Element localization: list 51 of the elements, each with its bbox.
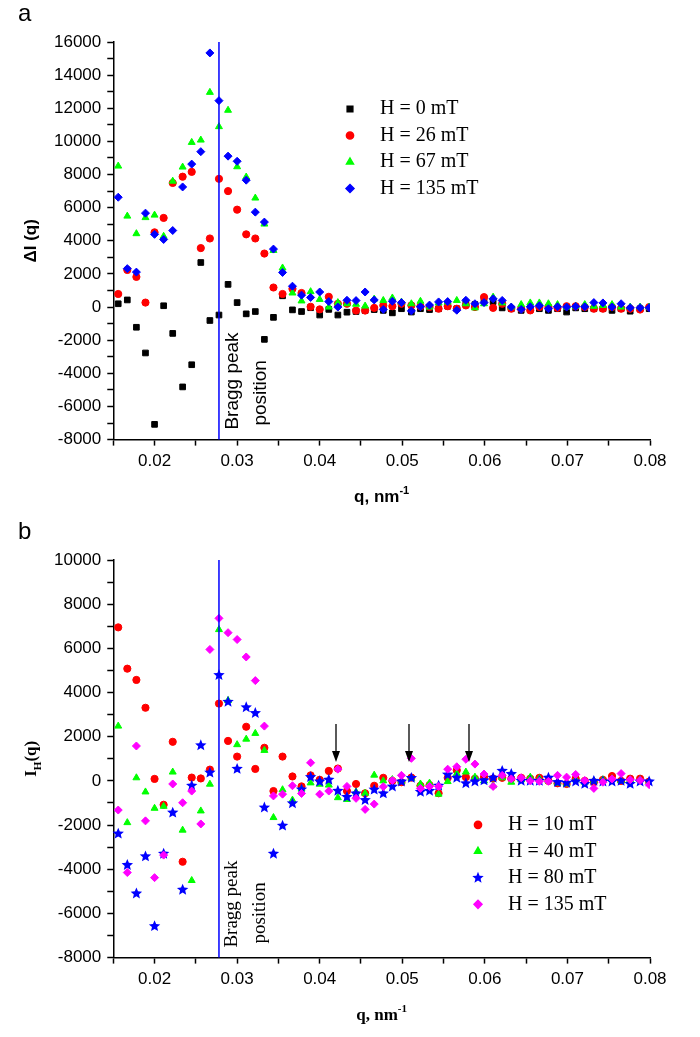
y-tick-label: -2000 — [57, 814, 102, 834]
y-tick-label: -8000 — [57, 429, 102, 449]
legend-label: H = 135 mT — [380, 175, 479, 198]
y-tick-label: -4000 — [57, 858, 102, 878]
x-tick-label: 0.06 — [468, 451, 502, 471]
y-tick-label: 14000 — [53, 64, 102, 84]
ref-line-label: Bragg peak position — [220, 860, 270, 948]
chart-title: b — [18, 516, 32, 544]
legend-label: H = 135 mT — [508, 891, 607, 914]
y-tick-label: -2000 — [57, 329, 102, 349]
y-tick-label: 10000 — [53, 131, 102, 151]
y-tick-label: 0 — [91, 296, 102, 316]
legend-label: H = 10 mT — [508, 812, 597, 835]
x-tick-label: 0.08 — [633, 969, 667, 989]
legend-label: H = 80 mT — [508, 865, 597, 888]
x-tick-label: 0.07 — [550, 969, 584, 989]
y-tick-label: -6000 — [57, 396, 102, 416]
x-tick-label: 0.07 — [550, 451, 584, 471]
x-tick-label: 0.04 — [303, 451, 337, 471]
legend-label: H = 26 mT — [380, 122, 469, 145]
legend-label: H = 40 mT — [508, 838, 597, 861]
y-tick-label: 10000 — [53, 549, 102, 569]
y-tick-label: 12000 — [53, 97, 102, 117]
y-tick-label: -6000 — [57, 903, 102, 923]
x-tick-label: 0.02 — [138, 969, 172, 989]
y-tick-label: 6000 — [63, 638, 102, 658]
y-tick-label: 8000 — [63, 593, 102, 613]
x-tick-label: 0.06 — [468, 969, 502, 989]
x-tick-label: 0.08 — [633, 451, 667, 471]
legend-label: H = 67 mT — [380, 149, 469, 172]
y-tick-label: -4000 — [57, 363, 102, 383]
y-tick-label: 16000 — [53, 31, 102, 51]
y-tick-label: 6000 — [63, 197, 102, 217]
x-tick-label: 0.04 — [303, 969, 337, 989]
x-tick-label: 0.03 — [220, 969, 254, 989]
x-tick-label: 0.05 — [385, 969, 419, 989]
y-tick-label: -8000 — [57, 947, 102, 967]
ref-line-label: Bragg peak position — [220, 331, 270, 430]
y-axis-title: IH(q) — [20, 740, 43, 777]
x-tick-label: 0.03 — [220, 451, 254, 471]
y-tick-label: 2000 — [63, 263, 102, 283]
y-tick-label: 0 — [91, 770, 102, 790]
y-axis-title: ΔI (q) — [20, 219, 40, 263]
legend-label: H = 0 mT — [380, 96, 459, 119]
y-tick-label: 4000 — [63, 682, 102, 702]
x-tick-label: 0.02 — [138, 451, 172, 471]
x-tick-label: 0.05 — [385, 451, 419, 471]
y-tick-label: 8000 — [63, 164, 102, 184]
y-tick-label: 4000 — [63, 230, 102, 250]
y-tick-label: 2000 — [63, 726, 102, 746]
chart-title: a — [18, 0, 32, 26]
